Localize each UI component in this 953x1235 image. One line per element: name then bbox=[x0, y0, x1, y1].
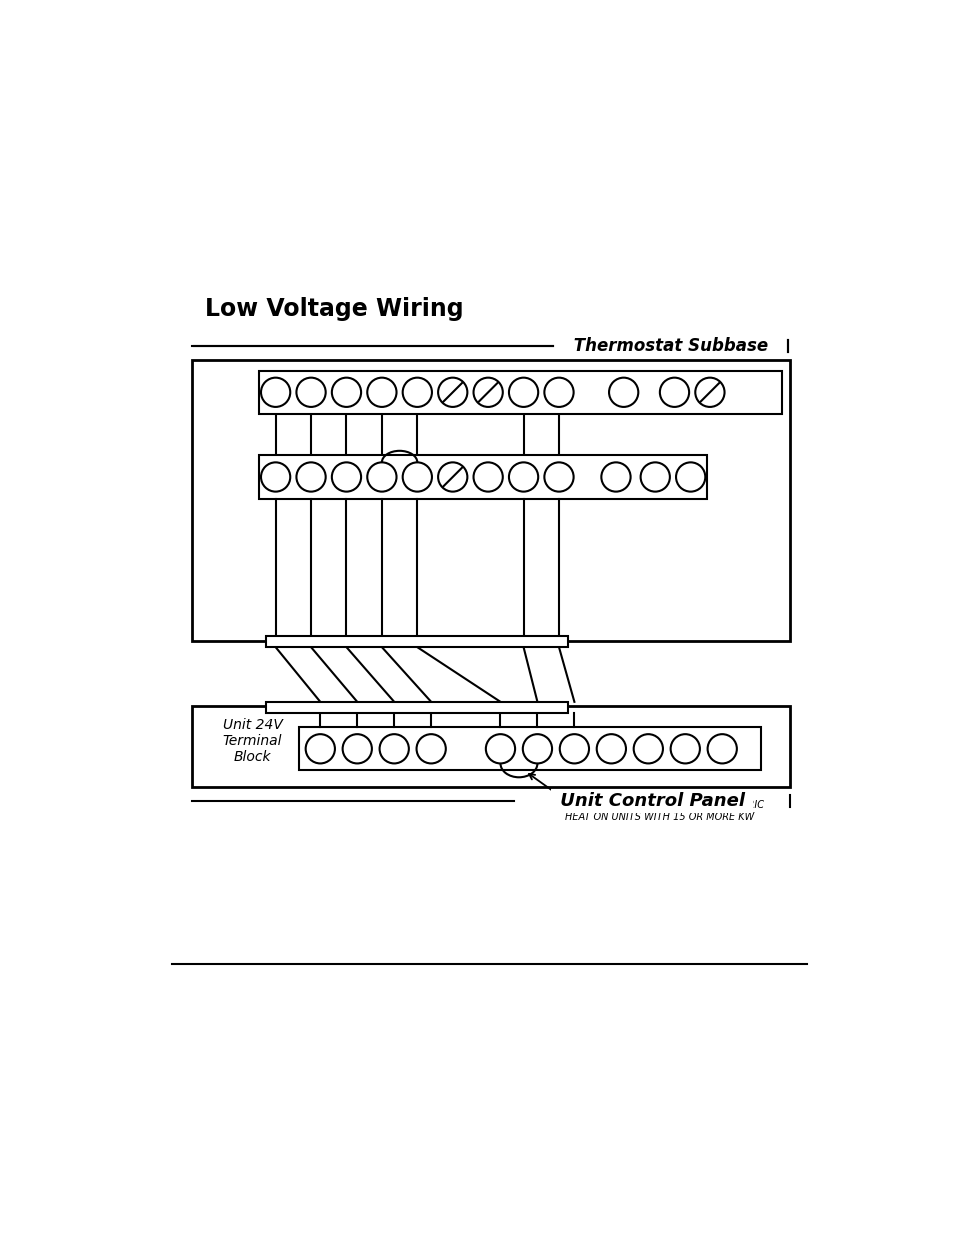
Bar bbox=[258, 370, 781, 414]
Text: Low Voltage Wiring: Low Voltage Wiring bbox=[205, 298, 463, 321]
Text: Unit 24V
Terminal
Block: Unit 24V Terminal Block bbox=[222, 718, 282, 764]
Text: Unit Control Panel: Unit Control Panel bbox=[553, 792, 750, 810]
Bar bbox=[298, 727, 760, 771]
Bar bbox=[258, 456, 706, 499]
Text: Thermostat Subbase: Thermostat Subbase bbox=[568, 337, 774, 356]
Text: REMOVE JUMPER FOR 2 STAGE ELECTRIC
HEAT ON UNITS WITH 15 OR MORE KW: REMOVE JUMPER FOR 2 STAGE ELECTRIC HEAT … bbox=[564, 799, 763, 823]
Bar bbox=[193, 359, 789, 641]
Bar bbox=[266, 701, 568, 713]
Bar bbox=[266, 636, 568, 647]
Bar bbox=[193, 706, 789, 787]
